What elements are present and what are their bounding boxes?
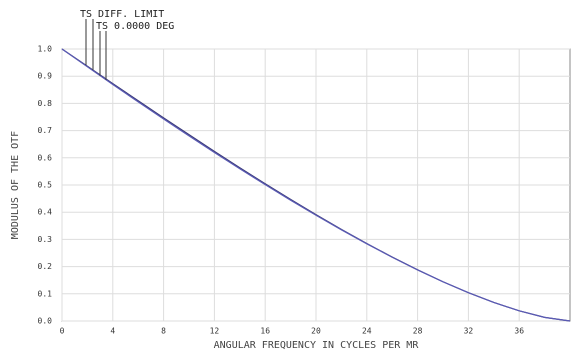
x-tick-label: 12 — [210, 327, 220, 336]
x-tick-label: 36 — [514, 327, 524, 336]
x-tick-label: 20 — [311, 327, 321, 336]
x-tick-label: 28 — [413, 327, 423, 336]
x-tick-label: 0 — [60, 327, 65, 336]
x-tick-label: 16 — [260, 327, 270, 336]
series-label: TS 0.0000 DEG — [96, 21, 174, 32]
y-axis-title: MODULUS OF THE OTF — [10, 131, 21, 239]
y-tick-label: 0.5 — [38, 181, 53, 190]
series-label: TS DIFF. LIMIT — [80, 9, 164, 20]
series-line — [61, 48, 571, 322]
x-tick-label: 32 — [464, 327, 474, 336]
y-tick-label: 0.2 — [38, 262, 53, 271]
y-tick-label: 0.3 — [38, 235, 53, 244]
x-axis-title: ANGULAR FREQUENCY IN CYCLES PER MR — [214, 340, 420, 351]
y-tick-label: 0.6 — [38, 153, 53, 162]
y-tick-label: 0.0 — [38, 317, 53, 326]
x-tick-label: 24 — [362, 327, 372, 336]
y-tick-label: 0.4 — [38, 208, 53, 217]
x-tick-label: 4 — [110, 327, 115, 336]
y-tick-label: 0.8 — [38, 99, 53, 108]
y-tick-label: 0.9 — [38, 72, 53, 81]
y-tick-label: 0.7 — [38, 126, 53, 135]
y-tick-label: 0.1 — [38, 289, 53, 298]
x-tick-label: 8 — [161, 327, 166, 336]
y-tick-label: 1.0 — [38, 45, 53, 54]
